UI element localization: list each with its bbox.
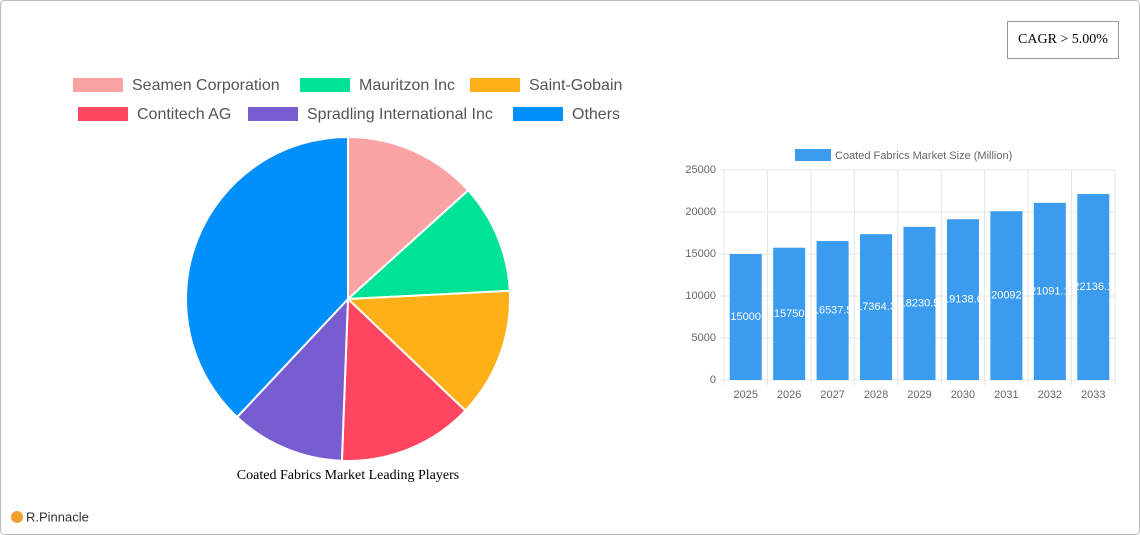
brand: R.Pinnacle [26, 509, 89, 524]
y-tick-label: 0 [710, 374, 716, 386]
pie-slice [347, 135, 470, 302]
bar [990, 211, 1023, 380]
x-tick-label: 2026 [777, 389, 801, 401]
x-tick-label: 2030 [951, 389, 975, 401]
legend-swatch [248, 107, 298, 121]
bar [1077, 194, 1110, 380]
bar [1033, 202, 1066, 380]
bar-value-label: 15750 [774, 308, 805, 320]
bar-value-label: 22136.1 [1073, 281, 1113, 293]
bar [816, 241, 849, 380]
x-tick-label: 2027 [820, 389, 844, 401]
bar [903, 226, 936, 380]
pie-slice [185, 135, 349, 419]
legend-label: Seamen Corporation [132, 77, 280, 94]
pie-title: Coated Fabrics Market Leading Players [237, 468, 459, 483]
bar-value-label: 21091.1 [1030, 285, 1070, 297]
legend-label: Contitech AG [137, 106, 231, 123]
legend-label: Mauritzon Inc [359, 77, 455, 94]
legend-swatch [78, 107, 128, 121]
bar [860, 234, 893, 380]
y-tick-label: 25000 [685, 164, 716, 176]
pie-slice [345, 188, 511, 301]
legend-swatch [513, 107, 563, 121]
bar-value-label: 15000 [730, 311, 761, 323]
bar-value-label: 17364.3 [856, 301, 896, 313]
y-tick-label: 15000 [685, 248, 716, 260]
y-tick-label: 5000 [692, 332, 716, 344]
bar [729, 254, 762, 380]
legend-label: Others [572, 106, 620, 123]
legend-label: Saint-Gobain [529, 77, 622, 94]
legend-label: Coated Fabrics Market Size (Million) [835, 150, 1012, 162]
bar-value-label: 18230.5 [900, 297, 940, 309]
bar-value-label: 20092 [991, 290, 1022, 302]
y-tick-label: 10000 [685, 290, 716, 302]
legend-label: Spradling International Inc [307, 106, 493, 123]
x-tick-label: 2031 [994, 389, 1018, 401]
x-tick-label: 2033 [1081, 389, 1105, 401]
pie-slice [340, 296, 467, 462]
badge-box [1007, 21, 1119, 59]
pie-slice [345, 289, 511, 413]
bar-value-label: 16537.5 [813, 304, 853, 316]
x-tick-label: 2025 [733, 389, 757, 401]
legend-swatch [470, 78, 520, 92]
legend-swatch [73, 78, 123, 92]
bar [773, 247, 806, 380]
bar-value-label: 19138.6 [943, 294, 983, 306]
brand-icon [11, 511, 23, 523]
cagr-badge: CAGR > 5.00% [1018, 32, 1108, 47]
x-tick-label: 2029 [907, 389, 931, 401]
pie-slice [235, 296, 350, 462]
x-tick-label: 2028 [864, 389, 888, 401]
bar [946, 219, 979, 380]
y-tick-label: 20000 [685, 206, 716, 218]
x-tick-label: 2032 [1038, 389, 1062, 401]
legend-swatch [795, 149, 831, 161]
legend-swatch [300, 78, 350, 92]
